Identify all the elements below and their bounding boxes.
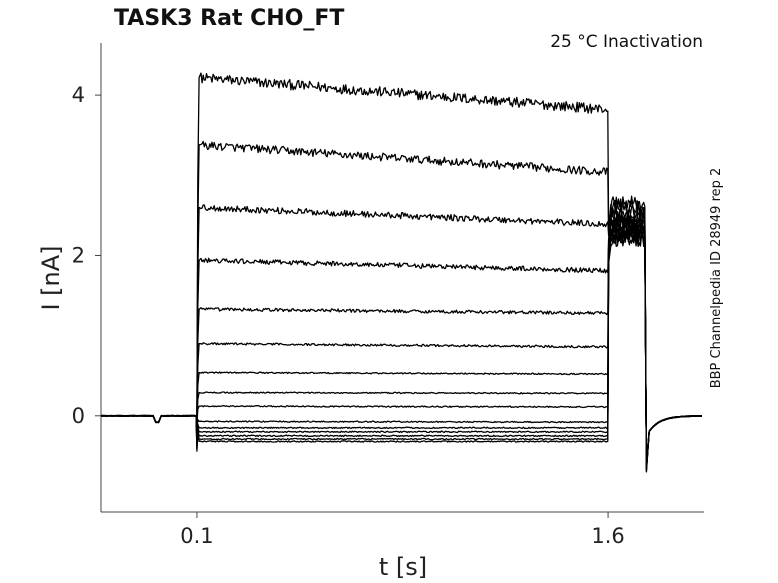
source-id-label: BBP Channelpedia ID 28949 rep 2: [709, 168, 724, 389]
current-trace: [100, 222, 702, 467]
chart-title: TASK3 Rat CHO_FT: [114, 6, 344, 31]
current-trace: [101, 224, 702, 466]
current-trace: [100, 231, 702, 462]
current-trace: [100, 228, 702, 463]
current-trace: [100, 227, 702, 464]
current-trace: [100, 217, 702, 468]
current-trace: [100, 209, 702, 471]
x-tick-label: 1.6: [591, 524, 624, 548]
y-tick-label: 0: [72, 404, 85, 428]
current-trace: [100, 225, 702, 465]
ticks: 0 2 4 0.1 1.6: [72, 83, 625, 548]
current-trace: [101, 140, 702, 472]
axes: [100, 43, 704, 513]
x-tick-label: 0.1: [180, 524, 213, 548]
current-trace: [100, 204, 702, 471]
current-trace: [100, 215, 702, 469]
current-trace: [100, 211, 702, 470]
current-trace: [101, 230, 702, 463]
temperature-protocol-note: 25 °C Inactivation: [550, 32, 703, 52]
y-tick-label: 4: [72, 83, 85, 107]
y-axis-label: I [nA]: [37, 245, 65, 310]
current-trace: [101, 72, 702, 473]
current-traces: [100, 72, 702, 473]
current-trace: [100, 220, 702, 467]
x-axis-label: t [s]: [379, 553, 427, 581]
y-tick-label: 2: [72, 243, 85, 267]
